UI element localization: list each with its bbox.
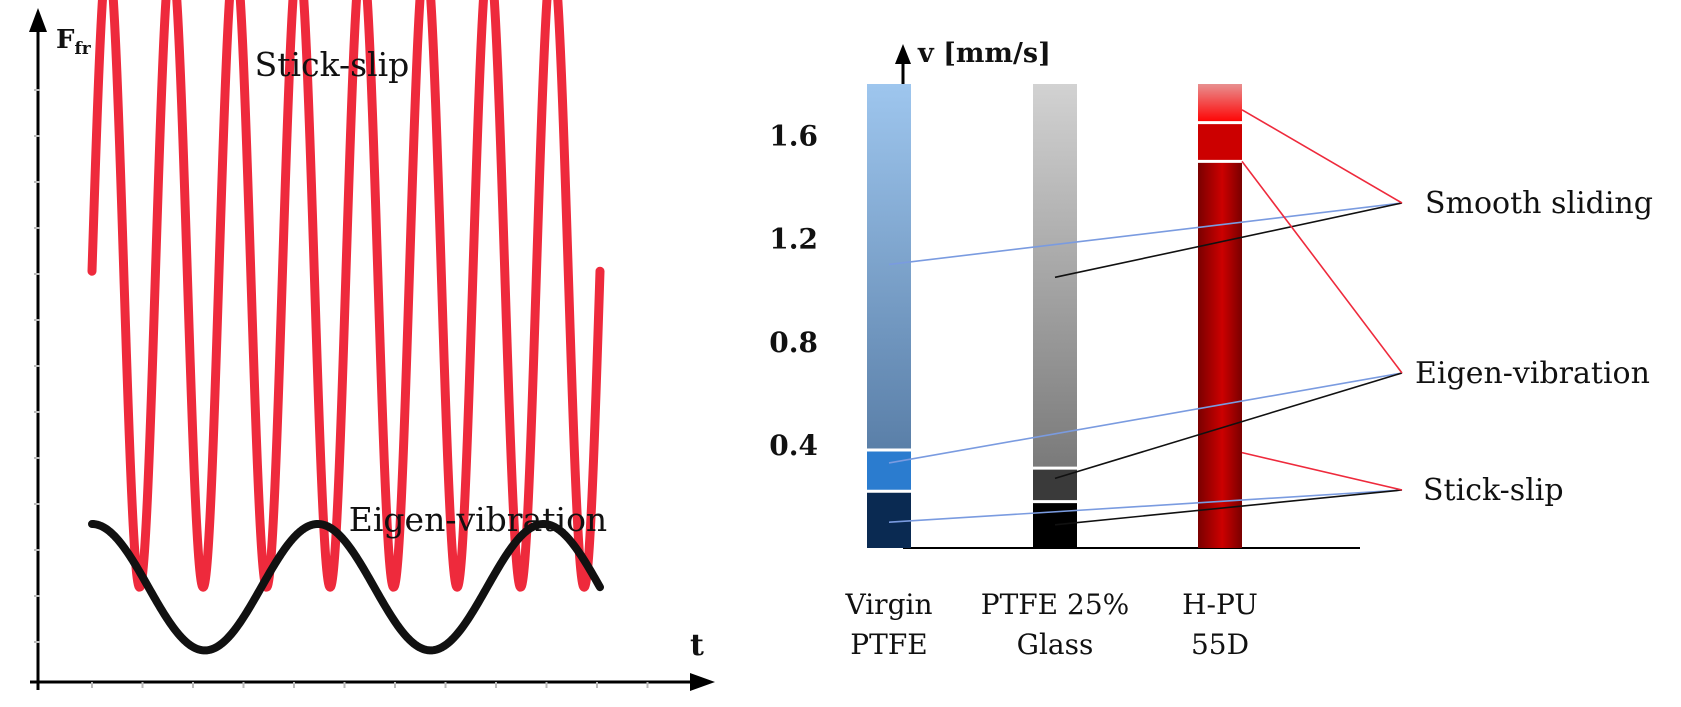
velocity-range-chart: v [mm/s] 1.6 1.2 0.8 0.4 Virgin PTFE PTFE 25%… [769,38,1653,661]
leader-line [1241,160,1403,374]
friction-time-chart: Ffr t Stick-slip Eigen-vibration [29,0,715,691]
bar-0-eigen-vibration [867,450,911,492]
v-tick-label: 0.4 [769,429,818,462]
bar-2-stick-slip [1198,161,1242,549]
v-axis-ticks: 1.6 1.2 0.8 0.4 [769,120,818,462]
category-label-line1: PTFE 25% [981,588,1130,621]
axis-ticks [34,89,649,688]
category-label-line1: H-PU [1182,588,1258,621]
annotation-label: Eigen-vibration [1415,356,1650,391]
eigen-vibration-label: Eigen-vibration [349,500,607,539]
category-labels: Virgin PTFE PTFE 25% Glass H-PU 55D [845,588,1258,661]
category-label-line2: PTFE [850,628,927,661]
leader-line [1054,202,1403,279]
bar-1-smooth-sliding [1033,84,1077,469]
leader-line [888,489,1403,524]
annotation-leaders [888,109,1403,526]
y-axis-arrow [29,8,47,32]
v-axis-label: v [mm/s] [917,38,1051,69]
category-label-line2: 55D [1191,628,1249,661]
y-axis-label: Ffr [56,25,92,59]
annotation-label: Stick-slip [1423,473,1564,508]
x-axis-arrow [690,673,715,691]
bar-0-smooth-sliding [867,84,911,451]
v-axis-arrow [895,44,911,64]
x-axis-label: t [690,628,704,663]
leader-line [1054,372,1403,480]
leader-line [1241,109,1403,204]
v-tick-label: 1.6 [769,120,818,153]
v-tick-label: 1.2 [769,223,818,256]
bar-0-stick-slip [867,491,911,548]
leader-line [1054,489,1403,526]
bar-2-smooth-sliding [1198,84,1242,123]
bars [867,84,1242,549]
eigen-vibration-wave [88,520,604,655]
annotation-labels: Smooth sliding Eigen-vibration Stick-slip [1415,186,1653,508]
stick-slip-label: Stick-slip [255,45,410,84]
leader-line [1241,451,1403,491]
v-tick-label: 0.8 [769,326,818,359]
annotation-label: Smooth sliding [1425,186,1653,221]
category-label-line1: Virgin [845,588,933,621]
leader-line [888,202,1403,266]
leader-line [888,372,1403,464]
category-label-line2: Glass [1017,628,1094,661]
bar-2-eigen-vibration [1198,122,1242,162]
